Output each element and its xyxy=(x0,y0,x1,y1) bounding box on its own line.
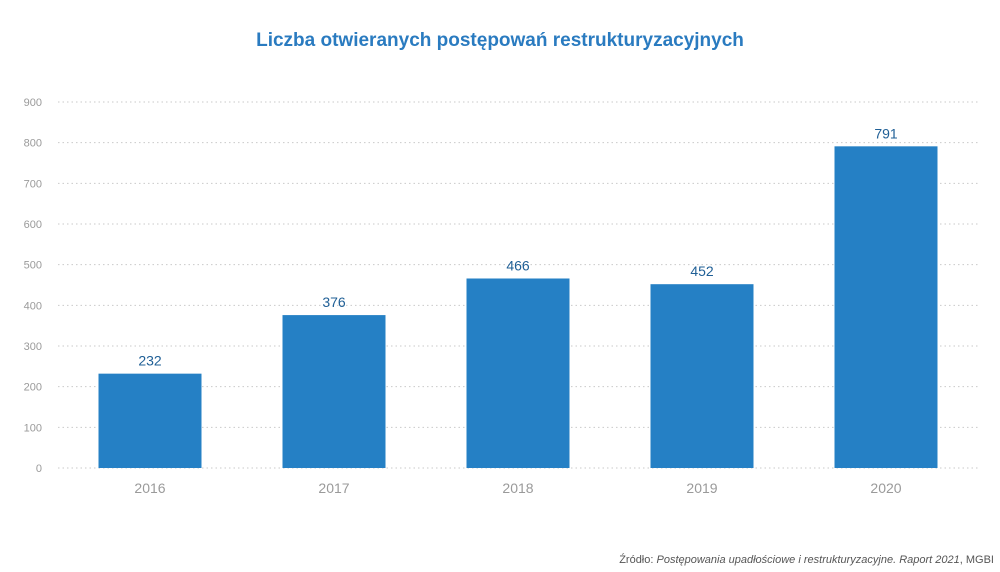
source-note: Źródło: Postępowania upadłościowe i rest… xyxy=(619,554,994,566)
y-tick-label: 100 xyxy=(24,422,42,434)
data-label: 452 xyxy=(690,263,714,279)
data-labels: 232 376 466 452 791 xyxy=(138,125,898,368)
bar xyxy=(834,146,938,468)
y-tick-label: 0 xyxy=(36,463,42,475)
source-suffix: , MGBI xyxy=(959,554,994,566)
y-tick-label: 200 xyxy=(24,382,42,394)
x-tick-label: 2017 xyxy=(318,480,349,496)
y-tick-label: 400 xyxy=(24,300,42,312)
data-label: 466 xyxy=(506,257,530,273)
data-label: 232 xyxy=(138,353,162,369)
data-label: 791 xyxy=(874,125,898,141)
bar xyxy=(650,284,754,468)
x-tick-label: 2020 xyxy=(870,480,901,496)
bar xyxy=(282,315,386,468)
chart-title: Liczba otwieranych postępowań restruktur… xyxy=(256,30,744,51)
bars xyxy=(98,146,938,468)
x-tick-label: 2016 xyxy=(134,480,165,496)
y-tick-label: 300 xyxy=(24,341,42,353)
x-tick-label: 2018 xyxy=(502,480,533,496)
y-axis-ticks: 0 100 200 300 400 500 600 700 800 900 xyxy=(24,97,42,475)
data-label: 376 xyxy=(322,294,346,310)
y-tick-label: 700 xyxy=(24,178,42,190)
x-axis-ticks: 2016 2017 2018 2019 2020 xyxy=(134,480,901,496)
source-prefix: Źródło: xyxy=(619,554,657,566)
bar xyxy=(466,278,570,468)
y-tick-label: 900 xyxy=(24,97,42,109)
source-title: Postępowania upadłościowe i restrukturyz… xyxy=(656,554,960,566)
y-tick-label: 500 xyxy=(24,260,42,272)
x-tick-label: 2019 xyxy=(686,480,717,496)
y-tick-label: 800 xyxy=(24,138,42,150)
y-tick-label: 600 xyxy=(24,219,42,231)
bar xyxy=(98,373,202,468)
